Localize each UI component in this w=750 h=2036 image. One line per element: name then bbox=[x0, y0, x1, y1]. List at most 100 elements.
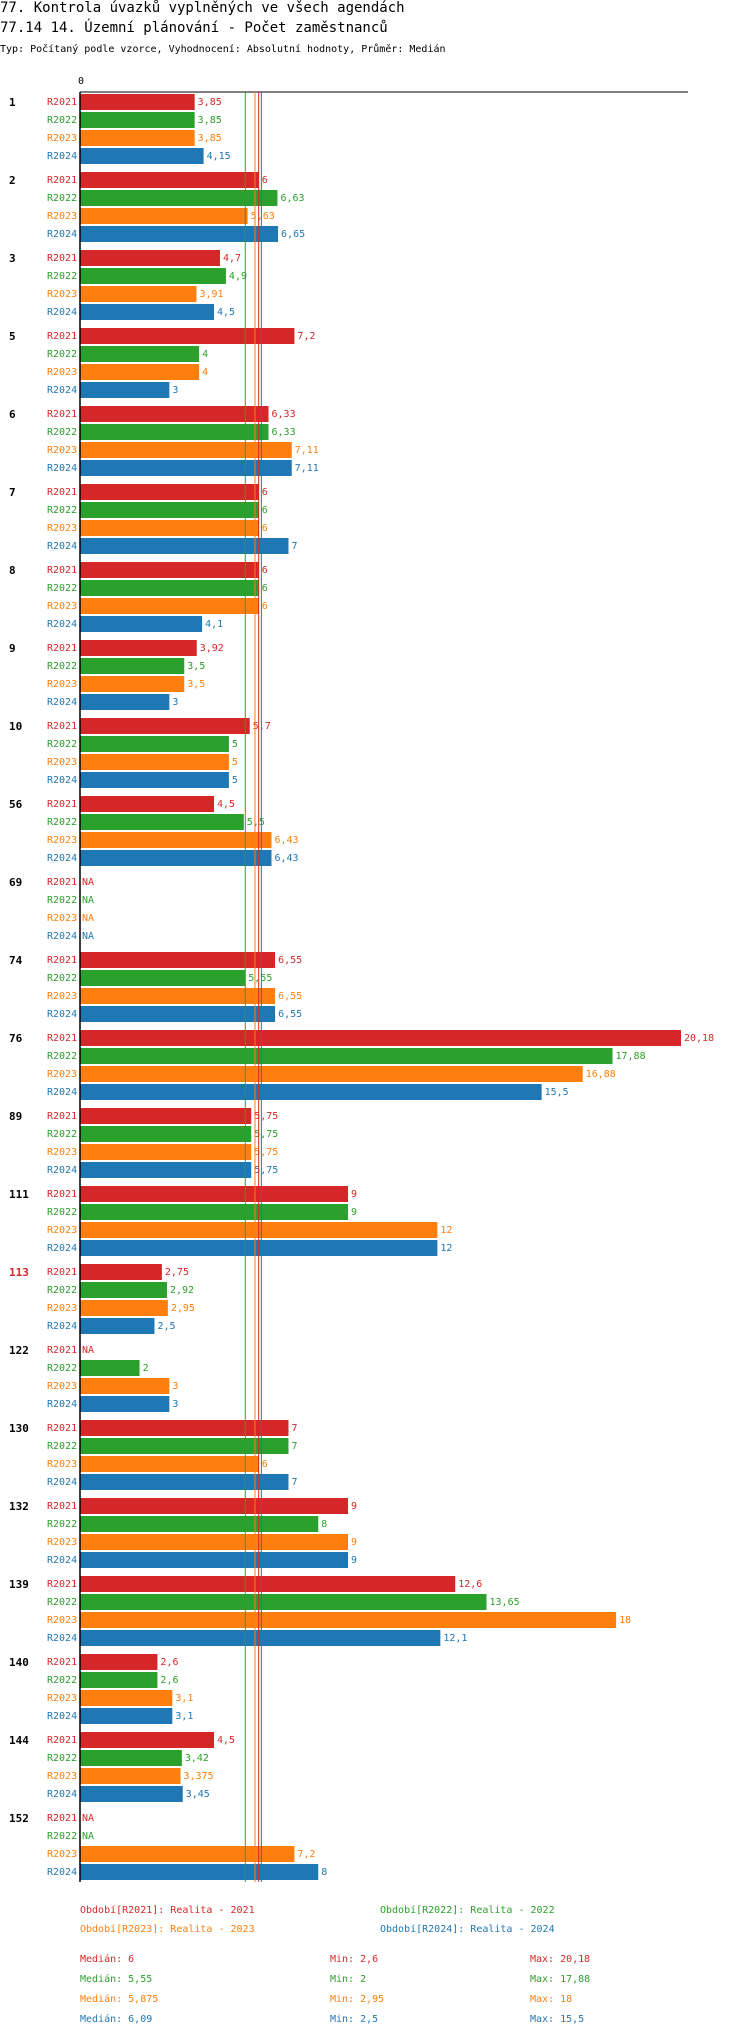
data-label: 9 bbox=[351, 1189, 357, 1200]
series-label: R2024 bbox=[47, 541, 77, 552]
bar bbox=[80, 658, 185, 674]
data-label: 6,43 bbox=[274, 853, 298, 864]
bar bbox=[80, 502, 259, 518]
data-label: 12,1 bbox=[443, 1633, 467, 1644]
group-label: 8 bbox=[9, 564, 16, 577]
bar bbox=[80, 1030, 681, 1046]
bar bbox=[80, 382, 170, 398]
series-label: R2023 bbox=[47, 913, 77, 924]
bar bbox=[80, 814, 244, 830]
series-label: R2021 bbox=[47, 1501, 77, 1512]
data-label: 16,88 bbox=[586, 1069, 616, 1080]
data-label: 5,55 bbox=[248, 973, 272, 984]
series-label: R2021 bbox=[47, 1033, 77, 1044]
bar bbox=[80, 1420, 289, 1436]
bar bbox=[80, 832, 272, 848]
series-label: R2022 bbox=[47, 817, 77, 828]
series-label: R2021 bbox=[47, 1345, 77, 1356]
data-label: 4,7 bbox=[223, 253, 241, 264]
bar bbox=[80, 1708, 173, 1724]
data-label: 6,55 bbox=[278, 1009, 302, 1020]
series-label: R2021 bbox=[47, 1657, 77, 1668]
bar bbox=[80, 988, 276, 1004]
bar bbox=[80, 268, 226, 284]
bar bbox=[80, 754, 229, 770]
data-label: 20,18 bbox=[684, 1033, 714, 1044]
group-label: 132 bbox=[9, 1500, 29, 1513]
data-label: 4 bbox=[202, 367, 208, 378]
series-label: R2021 bbox=[47, 1579, 77, 1590]
data-label: 4,5 bbox=[217, 799, 235, 810]
series-label: R2022 bbox=[47, 1051, 77, 1062]
series-label: R2022 bbox=[47, 115, 77, 126]
group-label: 130 bbox=[9, 1422, 29, 1435]
series-label: R2023 bbox=[47, 523, 77, 534]
series-label: R2023 bbox=[47, 133, 77, 144]
series-label: R2022 bbox=[47, 1363, 77, 1374]
data-label: 6 bbox=[262, 565, 268, 576]
stat-max: Max: 17,88 bbox=[530, 1974, 590, 1985]
group-label: 140 bbox=[9, 1656, 29, 1669]
series-label: R2024 bbox=[47, 1243, 77, 1254]
series-label: R2024 bbox=[47, 697, 77, 708]
bar bbox=[80, 1144, 252, 1160]
data-label: 6 bbox=[262, 601, 268, 612]
bar bbox=[80, 172, 259, 188]
series-label: R2024 bbox=[47, 385, 77, 396]
bar bbox=[80, 1690, 173, 1706]
bar bbox=[80, 1108, 252, 1124]
data-label: 7 bbox=[291, 541, 297, 552]
bar bbox=[80, 1630, 441, 1646]
series-label: R2023 bbox=[47, 1303, 77, 1314]
group-label: 7 bbox=[9, 486, 16, 499]
data-label: 8 bbox=[321, 1867, 327, 1878]
series-label: R2022 bbox=[47, 739, 77, 750]
data-label: 2,5 bbox=[157, 1321, 175, 1332]
bar bbox=[80, 1084, 542, 1100]
data-label: 6,55 bbox=[278, 955, 302, 966]
data-label: NA bbox=[82, 913, 94, 924]
stat-max: Max: 18 bbox=[530, 1994, 572, 2005]
data-label: 2,92 bbox=[170, 1285, 194, 1296]
series-label: R2022 bbox=[47, 1675, 77, 1686]
bar bbox=[80, 1474, 289, 1490]
series-label: R2024 bbox=[47, 463, 77, 474]
series-label: R2024 bbox=[47, 151, 77, 162]
data-label: 2 bbox=[143, 1363, 149, 1374]
data-label: 3,92 bbox=[200, 643, 224, 654]
stat-median: Medián: 5,55 bbox=[80, 1973, 152, 1985]
bar bbox=[80, 1066, 583, 1082]
bar bbox=[80, 616, 203, 632]
series-label: R2022 bbox=[47, 583, 77, 594]
bar bbox=[80, 304, 215, 320]
bar bbox=[80, 1318, 155, 1334]
series-label: R2021 bbox=[47, 877, 77, 888]
data-label: 15,5 bbox=[545, 1087, 569, 1098]
group-label: 1 bbox=[9, 96, 16, 109]
series-label: R2021 bbox=[47, 799, 77, 810]
data-label: NA bbox=[82, 877, 94, 888]
data-label: 12,6 bbox=[458, 1579, 482, 1590]
series-label: R2024 bbox=[47, 1555, 77, 1566]
legend-item: Období[R2021]: Realita - 2021 bbox=[80, 1904, 255, 1916]
data-label: 3,42 bbox=[185, 1753, 209, 1764]
group-label: 2 bbox=[9, 174, 16, 187]
series-label: R2023 bbox=[47, 1615, 77, 1626]
x-axis-zero-label: 0 bbox=[78, 76, 84, 87]
data-label: NA bbox=[82, 1345, 94, 1356]
bar bbox=[80, 112, 195, 128]
series-label: R2024 bbox=[47, 1477, 77, 1488]
series-label: R2024 bbox=[47, 931, 77, 942]
bar bbox=[80, 130, 195, 146]
series-label: R2022 bbox=[47, 895, 77, 906]
series-label: R2022 bbox=[47, 661, 77, 672]
bar bbox=[80, 94, 195, 110]
bar bbox=[80, 1456, 259, 1472]
bar bbox=[80, 286, 197, 302]
data-label: 6 bbox=[262, 487, 268, 498]
bar bbox=[80, 598, 259, 614]
bar bbox=[80, 250, 220, 266]
bar bbox=[80, 1264, 162, 1280]
data-label: 6,43 bbox=[274, 835, 298, 846]
group-label: 89 bbox=[9, 1110, 22, 1123]
